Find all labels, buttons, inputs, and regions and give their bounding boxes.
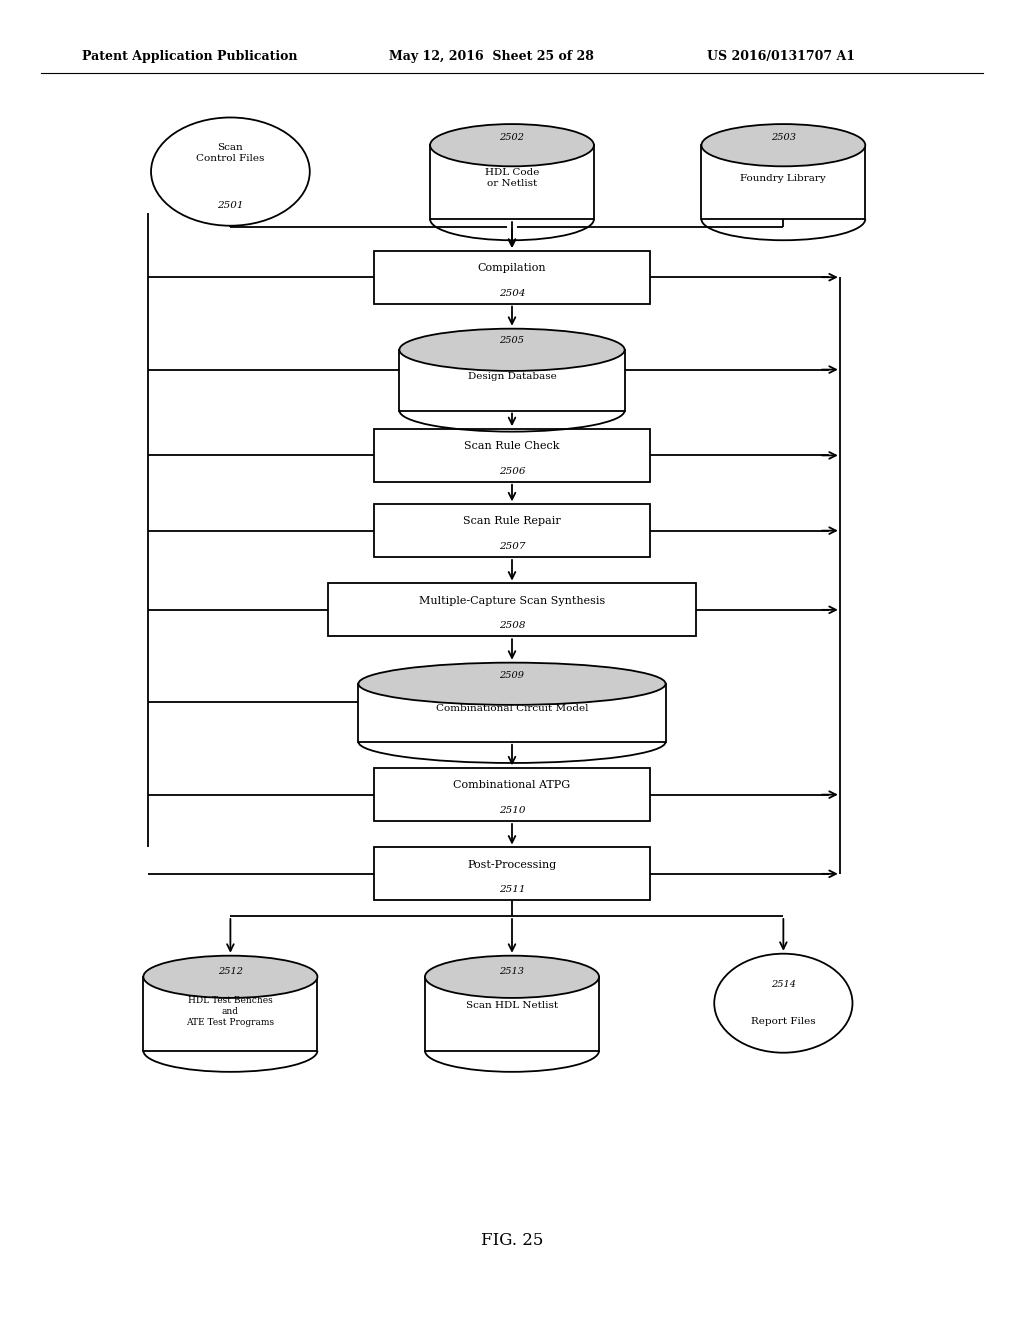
Text: Combinational Circuit Model: Combinational Circuit Model — [436, 705, 588, 713]
Text: Post-Processing: Post-Processing — [467, 859, 557, 870]
Bar — [425, 977, 599, 1051]
Bar — [701, 145, 865, 219]
Text: Design Database: Design Database — [468, 372, 556, 380]
Text: May 12, 2016  Sheet 25 of 28: May 12, 2016 Sheet 25 of 28 — [389, 50, 594, 63]
Ellipse shape — [701, 124, 865, 166]
Bar — [374, 429, 650, 482]
Text: HDL Test Benches
and
ATE Test Programs: HDL Test Benches and ATE Test Programs — [186, 995, 274, 1027]
Text: 2514: 2514 — [771, 981, 796, 989]
Text: Scan
Control Files: Scan Control Files — [197, 143, 264, 164]
Text: 2506: 2506 — [499, 467, 525, 475]
Text: 2508: 2508 — [499, 622, 525, 630]
Ellipse shape — [715, 953, 852, 1053]
Bar — [374, 504, 650, 557]
Ellipse shape — [358, 663, 666, 705]
Text: US 2016/0131707 A1: US 2016/0131707 A1 — [707, 50, 855, 63]
Bar — [430, 145, 594, 219]
Bar — [374, 768, 650, 821]
Text: Compilation: Compilation — [477, 263, 547, 273]
Text: 2512: 2512 — [218, 968, 243, 975]
Text: FIG. 25: FIG. 25 — [481, 1233, 543, 1249]
Text: Scan Rule Repair: Scan Rule Repair — [463, 516, 561, 527]
Text: Multiple-Capture Scan Synthesis: Multiple-Capture Scan Synthesis — [419, 595, 605, 606]
Text: 2502: 2502 — [500, 133, 524, 141]
Text: 2505: 2505 — [500, 337, 524, 345]
Text: Combinational ATPG: Combinational ATPG — [454, 780, 570, 791]
Bar — [328, 583, 696, 636]
Ellipse shape — [430, 124, 594, 166]
Text: 2504: 2504 — [499, 289, 525, 297]
Text: 2503: 2503 — [771, 133, 796, 141]
Text: HDL Code
or Netlist: HDL Code or Netlist — [484, 168, 540, 189]
Text: Scan Rule Check: Scan Rule Check — [464, 441, 560, 451]
Bar — [374, 847, 650, 900]
Bar — [143, 977, 317, 1051]
Text: Report Files: Report Files — [751, 1018, 816, 1026]
Text: Foundry Library: Foundry Library — [740, 174, 826, 182]
Text: 2513: 2513 — [500, 968, 524, 975]
Bar — [374, 251, 650, 304]
Text: 2501: 2501 — [217, 202, 244, 210]
Ellipse shape — [152, 117, 309, 226]
Text: Scan HDL Netlist: Scan HDL Netlist — [466, 1002, 558, 1010]
Text: 2509: 2509 — [500, 672, 524, 680]
Text: Patent Application Publication: Patent Application Publication — [82, 50, 297, 63]
Text: 2511: 2511 — [499, 886, 525, 894]
Text: 2507: 2507 — [499, 543, 525, 550]
Bar — [358, 684, 666, 742]
Ellipse shape — [143, 956, 317, 998]
Ellipse shape — [425, 956, 599, 998]
Ellipse shape — [399, 329, 625, 371]
Text: 2510: 2510 — [499, 807, 525, 814]
Bar — [399, 350, 625, 411]
